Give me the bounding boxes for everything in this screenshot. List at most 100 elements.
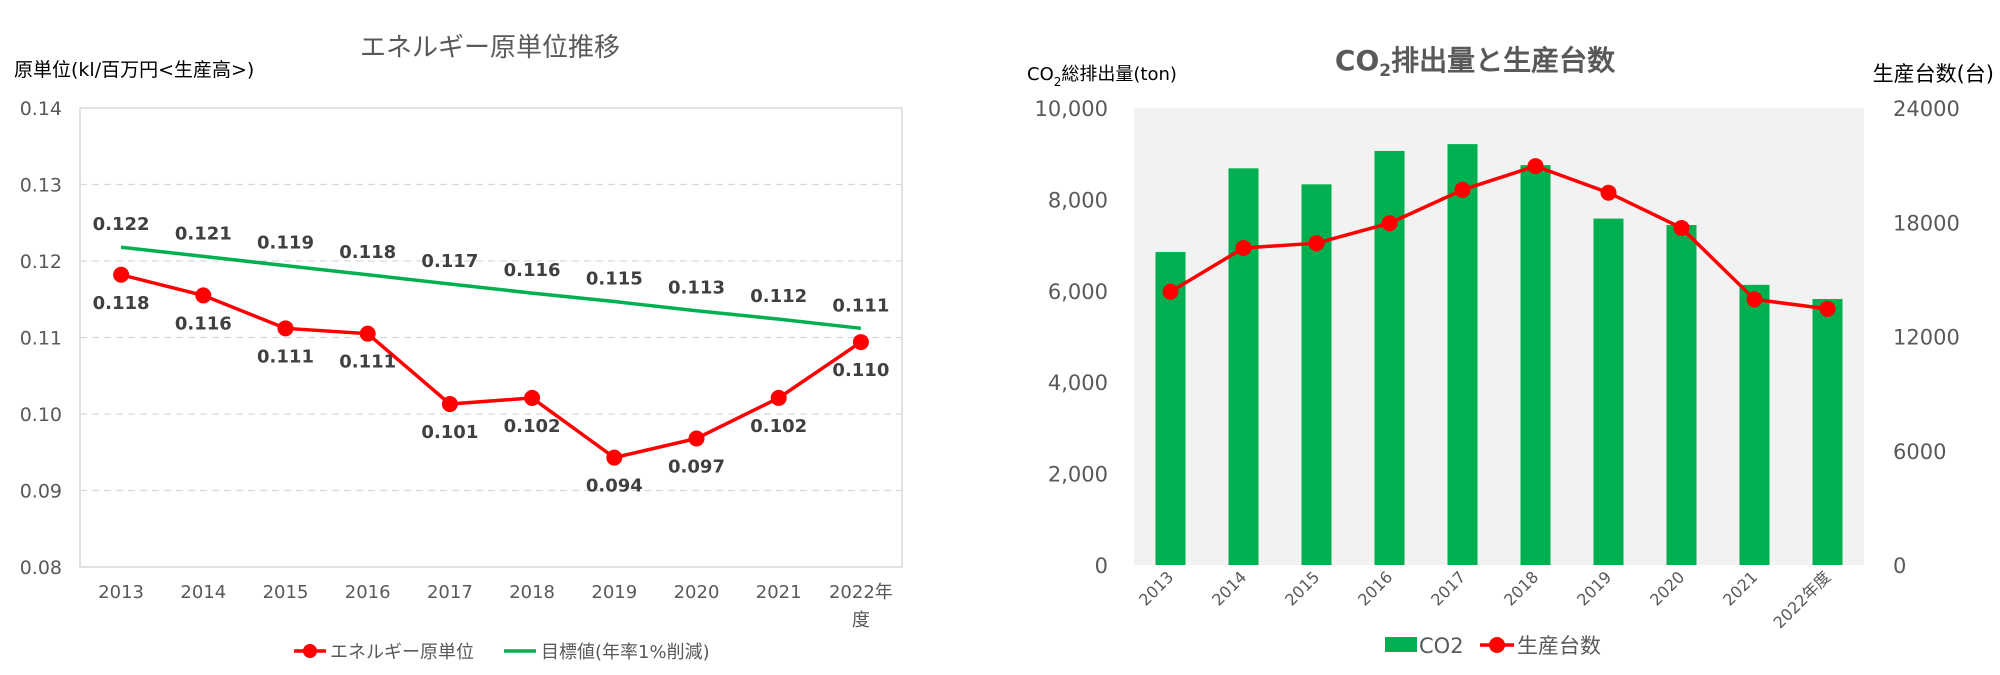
target-data-label: 0.122: [93, 214, 150, 235]
left-x-tick-label: 2016: [345, 582, 391, 603]
right-y2-tick-label: 12000: [1893, 326, 1960, 350]
production-data-point: [1673, 219, 1690, 236]
right-x-tick-label: 2018: [1500, 567, 1542, 609]
right-x-tick-label: 2015: [1281, 567, 1323, 609]
legend-production-label: 生産台数: [1517, 634, 1601, 658]
right-y-axis-label: CO2総排出量(ton): [1027, 64, 1177, 89]
right-y2-axis-label: 生産台数(台): [1873, 62, 1994, 86]
energy-data-label: 0.111: [257, 346, 314, 367]
right-y-tick-label: 6,000: [1048, 280, 1108, 304]
production-data-point: [1746, 291, 1763, 308]
target-data-label: 0.116: [504, 260, 561, 281]
target-data-label: 0.119: [257, 233, 314, 254]
right-y-tick-label: 8,000: [1048, 188, 1108, 212]
energy-data-point: [113, 266, 130, 283]
production-data-point: [1381, 215, 1398, 232]
legend-production-marker: [1489, 637, 1505, 653]
left-y-tick-label: 0.09: [20, 481, 62, 503]
right-x-tick-label: 2021: [1719, 567, 1761, 609]
left-y-tick-label: 0.10: [20, 404, 62, 426]
right-chart-title: CO2排出量と生産台数: [1335, 44, 1616, 81]
energy-series-line: [120, 273, 862, 460]
energy-data-point: [277, 320, 294, 337]
legend-target-label: 目標値(年率1%削減): [541, 642, 710, 663]
co2-bar: [1593, 218, 1624, 565]
co2-bar: [1374, 150, 1405, 565]
legend-co2-swatch: [1385, 637, 1417, 652]
right-y-tick-label: 4,000: [1048, 371, 1108, 395]
left-x-tick-label: 2014: [180, 582, 226, 603]
production-data-point: [1235, 239, 1252, 256]
co2-bar: [1228, 168, 1259, 565]
co2-bar: [1666, 224, 1697, 565]
energy-data-label: 0.111: [339, 352, 396, 373]
energy-data-label: 0.110: [832, 360, 889, 381]
energy-data-label: 0.094: [586, 476, 643, 497]
co2-bar: [1520, 165, 1551, 565]
target-data-label: 0.111: [832, 295, 889, 316]
right-x-tick-label: 2014: [1208, 567, 1250, 609]
left-y-tick-label: 0.11: [20, 328, 62, 350]
left-x-tick-label: 2015: [263, 582, 309, 603]
energy-data-point: [606, 449, 623, 466]
energy-data-point: [770, 389, 787, 406]
left-chart-title: エネルギー原単位推移: [360, 33, 620, 63]
production-data-point: [1308, 235, 1325, 252]
left-y-tick-label: 0.13: [20, 175, 62, 197]
left-x-tick-label: 2019: [591, 582, 637, 603]
energy-data-label: 0.097: [668, 456, 725, 477]
target-data-label: 0.117: [421, 251, 478, 272]
right-y2-tick-label: 6000: [1893, 440, 1946, 464]
co2-bar: [1155, 251, 1186, 565]
energy-data-label: 0.102: [504, 416, 561, 437]
energy-data-point: [524, 389, 541, 406]
energy-intensity-chart: エネルギー原単位推移 原単位(kl/百万円<生産高>) 0.14 0.13 0.12…: [14, 33, 903, 663]
target-data-label: 0.118: [339, 242, 396, 263]
left-x-tick-label-cont: 度: [852, 610, 870, 631]
legend-co2-label: CO2: [1419, 634, 1464, 658]
legend-energy-label: エネルギー原単位: [330, 642, 474, 663]
target-series-line: [120, 245, 862, 331]
right-y2-tick-label: 0: [1893, 554, 1906, 578]
right-y-tick-label: 2,000: [1048, 463, 1108, 487]
target-data-label: 0.121: [175, 223, 232, 244]
left-y-tick-label: 0.08: [20, 557, 62, 579]
target-data-label: 0.112: [750, 286, 807, 307]
production-data-point: [1162, 283, 1179, 300]
production-data-point: [1454, 181, 1471, 198]
right-y-tick-label: 0: [1095, 554, 1108, 578]
production-data-point: [1527, 158, 1544, 175]
target-data-label: 0.115: [586, 269, 643, 290]
left-y-tick-label: 0.12: [20, 251, 62, 273]
legend-energy-marker: [303, 644, 317, 658]
left-x-tick-label: 2021: [756, 582, 802, 603]
production-data-point: [1819, 300, 1836, 317]
energy-data-point: [195, 287, 212, 304]
co2-production-chart: CO2排出量と生産台数 CO2総排出量(ton) 生産台数(台) 10,000 8…: [1027, 44, 1994, 658]
left-x-tick-label: 2013: [98, 582, 144, 603]
co2-bar: [1739, 284, 1770, 565]
right-x-tick-label: 2013: [1135, 567, 1177, 609]
right-y2-tick-label: 24000: [1893, 97, 1960, 121]
production-series-line: [1169, 164, 1828, 311]
co2-bar: [1812, 299, 1843, 565]
energy-data-point: [359, 325, 376, 342]
right-x-tick-label: 2020: [1646, 567, 1688, 609]
left-y-axis-label: 原単位(kl/百万円<生産高>): [14, 59, 254, 81]
energy-data-label: 0.101: [421, 422, 478, 443]
left-x-tick-label: 2018: [509, 582, 555, 603]
energy-data-label: 0.102: [750, 416, 807, 437]
energy-data-point: [688, 430, 705, 447]
energy-data-point: [441, 396, 458, 413]
left-x-tick-label: 2022年: [829, 582, 893, 603]
co2-bar: [1447, 144, 1478, 565]
right-x-tick-label: 2019: [1573, 567, 1615, 609]
energy-data-point: [852, 334, 869, 351]
right-y-tick-label: 10,000: [1035, 97, 1108, 121]
right-x-tick-label: 2022年度: [1769, 567, 1834, 632]
energy-data-label: 0.116: [175, 313, 232, 334]
energy-data-label: 0.118: [93, 293, 150, 314]
left-y-tick-label: 0.14: [20, 98, 62, 120]
target-data-label: 0.113: [668, 278, 725, 299]
